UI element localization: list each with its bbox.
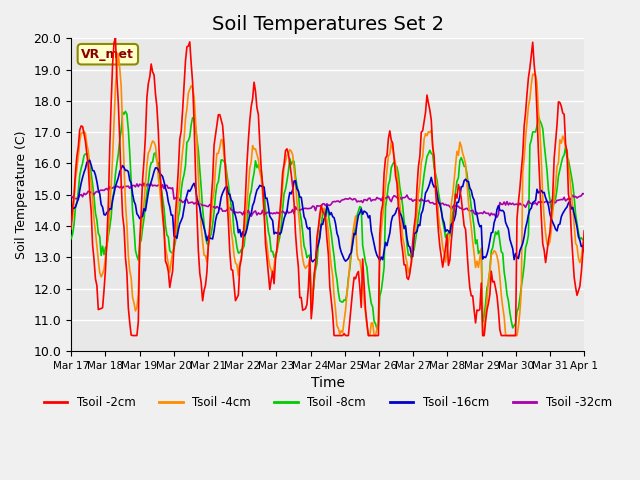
Title: Soil Temperatures Set 2: Soil Temperatures Set 2 [212, 15, 444, 34]
Y-axis label: Soil Temperature (C): Soil Temperature (C) [15, 131, 28, 259]
X-axis label: Time: Time [310, 376, 345, 390]
Legend: Tsoil -2cm, Tsoil -4cm, Tsoil -8cm, Tsoil -16cm, Tsoil -32cm: Tsoil -2cm, Tsoil -4cm, Tsoil -8cm, Tsoi… [39, 392, 616, 414]
Text: VR_met: VR_met [81, 48, 134, 60]
